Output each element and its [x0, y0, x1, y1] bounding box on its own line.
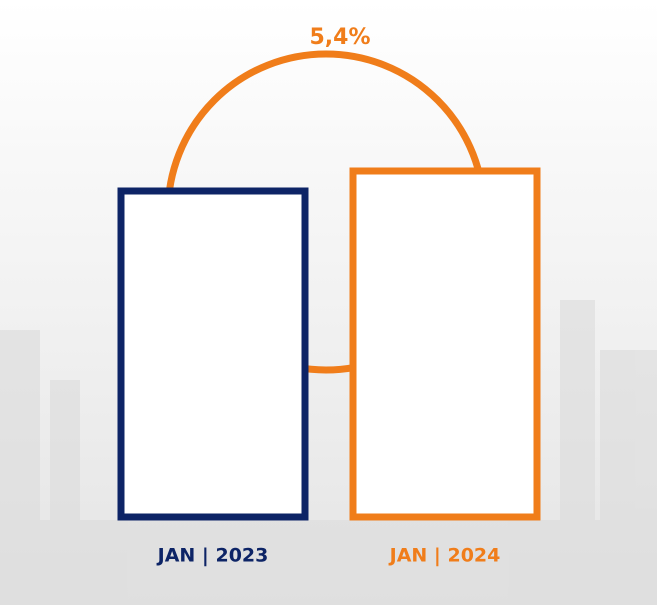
bar-label: JAN | 2023 — [156, 545, 269, 567]
bar-outline — [353, 171, 537, 517]
background — [0, 0, 657, 605]
bar-outline — [121, 191, 305, 517]
bar-label: JAN | 2024 — [388, 545, 501, 567]
infographic: JAN | 2023 JAN | 2024 5,4% — [0, 0, 657, 605]
growth-annotation: 5,4% — [309, 25, 370, 50]
page: JAN | 2023JAN | 20245,4% (() => { const … — [0, 0, 657, 605]
